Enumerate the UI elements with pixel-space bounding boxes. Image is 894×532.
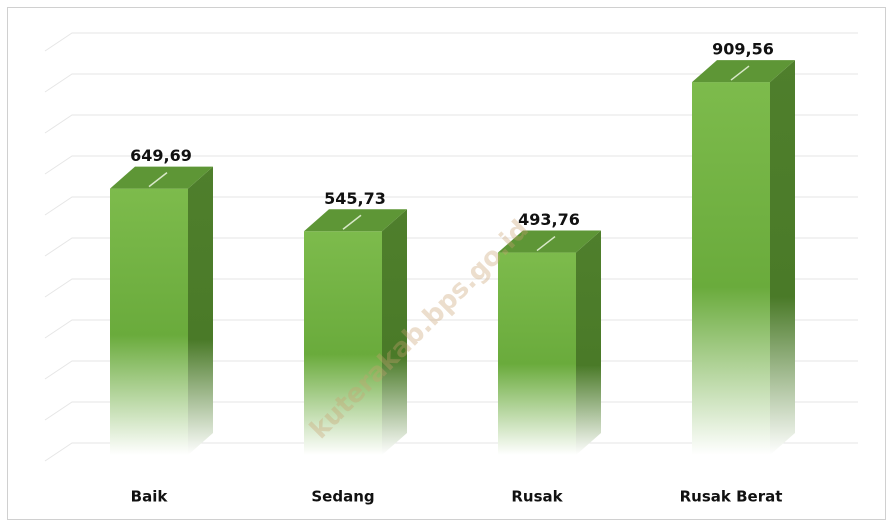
value-label: 545,73: [324, 189, 386, 208]
value-label: 649,69: [130, 146, 192, 165]
grid-line: [44, 32, 858, 52]
label-leader: [148, 172, 168, 188]
bar: [498, 252, 576, 455]
label-leader: [342, 214, 362, 230]
bar: [110, 188, 188, 455]
label-leader: [730, 65, 750, 81]
bar: [304, 231, 382, 455]
x-tick-label: Rusak: [511, 488, 563, 506]
grid-line: [44, 73, 858, 93]
grid-line: [44, 114, 858, 134]
bar-side: [770, 60, 795, 456]
value-label: 909,56: [712, 40, 774, 59]
x-tick-label: Rusak Berat: [680, 488, 783, 506]
grid-line: [44, 442, 858, 462]
bar-side: [188, 166, 213, 455]
x-tick-label: Sedang: [311, 488, 374, 506]
bar-side: [382, 209, 407, 455]
bar: [692, 82, 770, 456]
bar-side: [576, 230, 601, 455]
value-label: 493,76: [518, 210, 580, 229]
x-tick-label: Baik: [131, 488, 169, 506]
grid-line: [44, 155, 858, 175]
label-leader: [536, 235, 556, 252]
bars: 649,69 Baik 545,73 Sedang 493,76 Rusak 909,56 R…: [110, 40, 795, 506]
grid-line: [44, 196, 858, 216]
